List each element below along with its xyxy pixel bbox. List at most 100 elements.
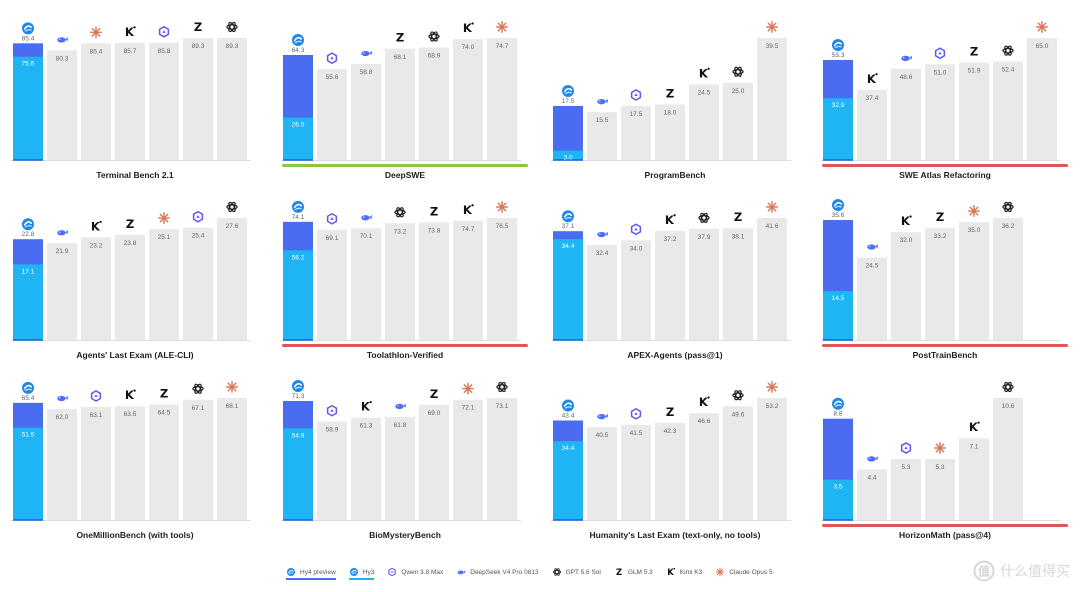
glm-icon: Z	[194, 20, 202, 34]
label-hy4-value: 8.8	[833, 411, 842, 418]
deepseek-icon	[597, 231, 609, 238]
bar-chart: 43.4 34.4 40.5 41.5 42.3 Z 46.6 K 49.6 53.2	[551, 381, 791, 521]
bar-chart: 22.8 17.1 21.9 23.2 K 23.8 Z 25.1 25.4 27.6	[11, 201, 251, 341]
bar-chart: 8.8 3.5 4.4 5.3 5.3 7.1 K 10.6	[821, 381, 1061, 521]
claude-legend-icon	[715, 567, 725, 577]
deepseek-icon	[867, 244, 879, 250]
label-kimi-value: 32.0	[900, 237, 913, 244]
legend-item-deepseek: DeepSeek V4 Pro 0813	[456, 567, 539, 577]
label-hy3-value: 17.1	[22, 268, 35, 275]
kimi-icon: K	[463, 21, 474, 35]
bar-kimi	[81, 237, 111, 340]
claude-icon	[934, 442, 946, 454]
gpt-icon	[496, 381, 508, 393]
bar-qwen	[149, 42, 179, 161]
svg-text:Z: Z	[666, 86, 674, 100]
legend-label: Qwen 3.8 Max	[401, 568, 444, 576]
benchmark-panel: 37.1 34.4 32.4 34.0 37.2 K 37.9 38.1 Z 41.6 APEX-A…	[540, 180, 810, 360]
bar-qwen	[925, 64, 955, 160]
svg-text:K: K	[91, 219, 101, 233]
kimi-icon: K	[361, 400, 372, 414]
bar-hy3	[13, 56, 43, 160]
qwen-icon	[900, 442, 912, 454]
bar-glm	[115, 234, 145, 340]
bar-hy3	[823, 98, 853, 160]
bar-claude	[217, 398, 247, 520]
bar-deepseek	[351, 63, 381, 160]
svg-text:Z: Z	[666, 405, 674, 419]
watermark-text: 什么值得买	[1000, 564, 1070, 580]
bar-chart: 35.6 14.5 24.5 32.0 K 33.2 Z 35.0 36.2	[821, 199, 1061, 341]
legend: Hy4 preview Hy3 Qwen 3.8 Max DeepSeek V4 Pr…	[286, 563, 773, 581]
bar-qwen	[317, 229, 347, 340]
gpt-icon	[428, 31, 440, 42]
panel-underline	[822, 164, 1068, 167]
label-claude-value: 74.7	[496, 43, 509, 50]
panel-title: SWE Atlas Refactoring	[899, 170, 991, 180]
benchmark-panel: 22.8 17.1 21.9 23.2 K 23.8 Z 25.1 25.4 27.6 Agents…	[0, 180, 270, 360]
glm-icon: Z	[430, 387, 438, 401]
bar-kimi	[857, 89, 887, 160]
benchmark-panel: 35.6 14.5 24.5 32.0 K 33.2 Z 35.0 36.2 PostTrainB…	[810, 180, 1080, 360]
deepseek-icon	[57, 229, 69, 236]
deepseek-icon	[901, 55, 913, 61]
label-hy3-value: 34.4	[562, 243, 575, 250]
label-hy4-value: 35.6	[832, 212, 845, 219]
gpt-icon	[732, 390, 744, 401]
label-hy3-value: 34.4	[562, 445, 575, 452]
label-kimi-value: 37.4	[866, 95, 879, 102]
svg-text:Z: Z	[430, 204, 438, 218]
bar-kimi	[115, 406, 145, 520]
bar-glm	[655, 422, 685, 520]
legend-swatch-hy3	[348, 578, 375, 580]
qwen-legend-icon	[388, 567, 397, 577]
bar-glm	[183, 38, 213, 160]
deepseek-legend-icon	[457, 570, 466, 575]
qwen-icon	[326, 212, 338, 225]
bar-kimi	[453, 220, 483, 340]
legend-label: GPT 5.6 Sol	[565, 568, 601, 576]
label-hy3-value: 56.2	[292, 254, 305, 261]
bar-chart: 37.1 34.4 32.4 34.0 37.2 K 37.9 38.1 Z 41.6	[551, 201, 791, 341]
label-gpt-value: 25.0	[732, 88, 745, 95]
label-deepseek-value: 70.1	[360, 233, 373, 240]
bar-gpt	[217, 218, 247, 340]
label-hy4-value: 53.3	[832, 52, 845, 59]
bar-gpt	[217, 38, 247, 160]
panel-title: ProgramBench	[644, 170, 706, 180]
label-qwen-value: 25.4	[192, 233, 205, 240]
label-qwen-value: 58.9	[326, 427, 339, 434]
bar-gpt	[689, 228, 719, 340]
glm-icon: Z	[970, 45, 978, 59]
svg-text:K: K	[665, 213, 675, 227]
bar-qwen	[317, 421, 347, 520]
label-hy3-value: 3.5	[833, 484, 842, 491]
bar-glm	[419, 404, 449, 520]
claude-icon	[226, 381, 238, 393]
bar-hy3	[13, 427, 43, 520]
legend-item-qwen: Qwen 3.8 Max	[387, 567, 443, 577]
bar-claude	[757, 38, 787, 160]
benchmark-panel: 53.3 32.9 37.4 K 48.6 51.0 51.9 Z 52.4 65.0 SWE At…	[810, 0, 1080, 180]
label-glm-value: 89.3	[192, 43, 205, 50]
hy4-icon	[292, 380, 304, 393]
label-glm-value: 42.3	[664, 428, 677, 435]
claude-icon	[158, 212, 170, 225]
label-gpt-value: 37.9	[698, 234, 711, 241]
claude-icon	[462, 382, 474, 395]
glm-icon: Z	[734, 210, 742, 224]
claude-icon	[90, 26, 102, 39]
bar-chart: 53.3 32.9 37.4 K 48.6 51.0 51.9 Z 52.4 65.0	[821, 21, 1061, 161]
glm-icon: Z	[160, 386, 168, 400]
bar-qwen	[317, 69, 347, 160]
panel-title: DeepSWE	[384, 170, 426, 180]
kimi-icon: K	[463, 203, 474, 217]
label-deepseek-value: 62.0	[56, 414, 69, 421]
benchmark-grid: 85.4 75.6 80.3 85.4 85.7 K 85.8 89.3 Z 89.3 Termin…	[0, 0, 1080, 540]
gpt-icon	[1002, 45, 1014, 56]
label-glm-value: 18.0	[664, 109, 677, 116]
label-deepseek-value: 58.8	[360, 69, 373, 76]
bar-chart: 71.3 54.9 58.9 61.3 K 61.8 69.0 Z 72.1 73.1	[281, 380, 521, 521]
svg-text:Z: Z	[970, 45, 978, 59]
svg-text:K: K	[125, 25, 135, 39]
